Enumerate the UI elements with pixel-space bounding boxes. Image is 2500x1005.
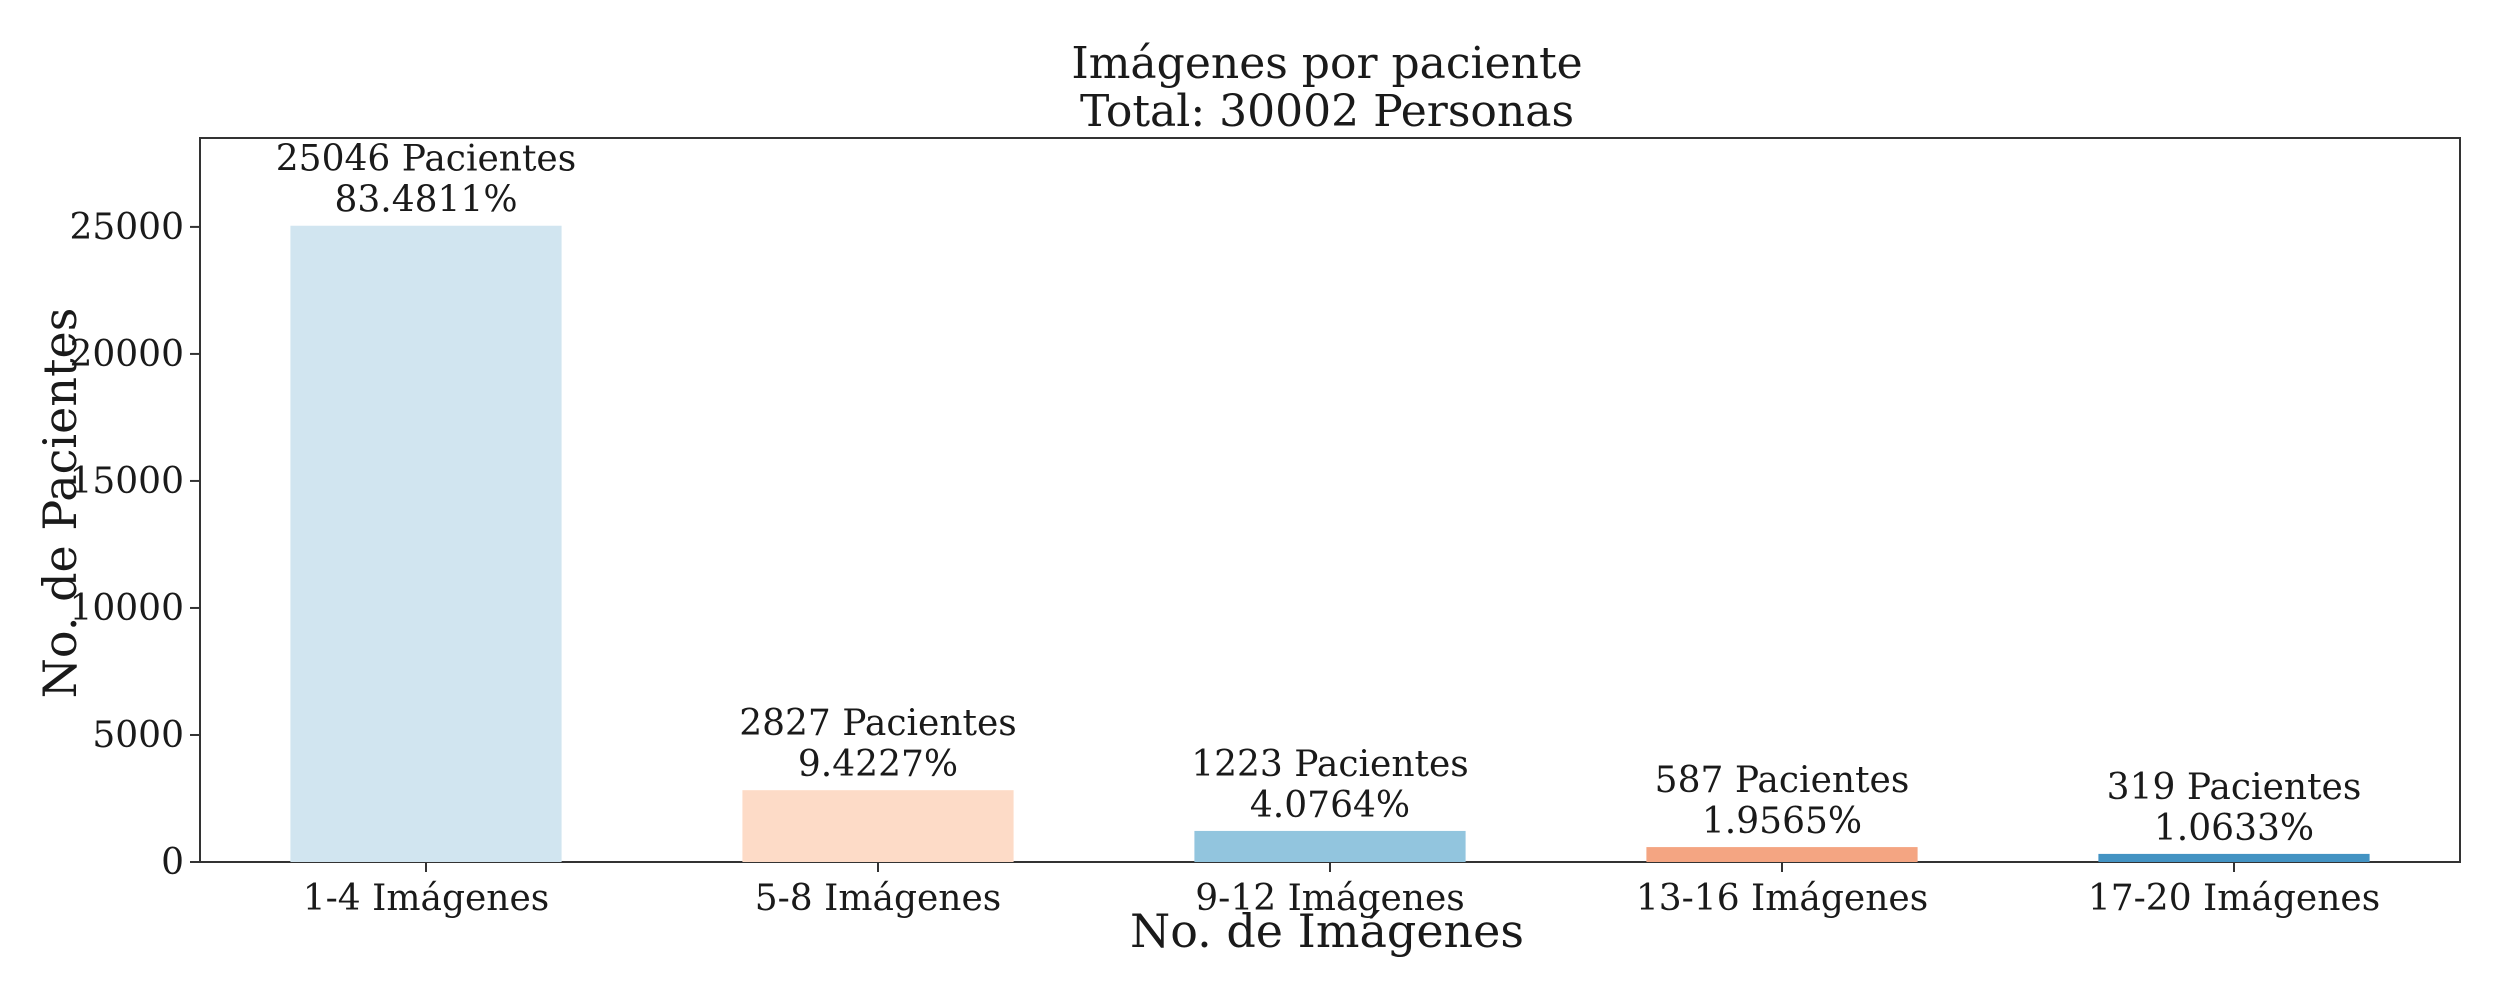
bar-percent-label: 83.4811% [334,180,517,221]
y-tick-label: 10000 [69,588,184,629]
bar [1194,830,1466,862]
x-tick-label: 17-20 Imágenes [2088,878,2380,919]
bar [290,225,562,862]
bar-percent-label: 4.0764% [1250,785,1410,826]
x-tick-label: 9-12 Imágenes [1195,878,1464,919]
bar-percent-label: 1.0633% [2154,808,2314,849]
bar [2098,853,2370,862]
chart-subtitle: Total: 30002 Personas [1080,86,1574,137]
bar [1646,847,1918,862]
x-tick-label: 13-16 Imágenes [1636,878,1928,919]
bar-count-label: 25046 Pacientes [276,139,576,180]
y-tick-label: 20000 [69,334,184,375]
plot-area: 0 5000 10000 15000 20000 25000 1-4 Imágenes 250… [69,137,2461,919]
y-tick-label: 5000 [92,715,184,756]
bar-count-label: 587 Pacientes [1655,760,1910,801]
bar-count-label: 319 Pacientes [2107,767,2362,808]
bar-percent-label: 9.4227% [798,744,958,785]
x-tick-label: 1-4 Imágenes [303,878,550,919]
chart-title: Imágenes por paciente [1071,38,1582,89]
y-tick-label: 15000 [69,461,184,502]
bar-count-label: 1223 Pacientes [1191,744,1469,785]
y-axis-label: No. de Pacientes [33,308,87,699]
x-axis-label: No. de Imágenes [1130,904,1524,958]
y-tick-label: 0 [161,842,184,883]
bar-count-label: 2827 Pacientes [739,703,1017,744]
bar [742,790,1014,862]
bar-percent-label: 1.9565% [1702,801,1862,842]
x-tick-label: 5-8 Imágenes [755,878,1002,919]
y-tick-label: 25000 [69,207,184,248]
